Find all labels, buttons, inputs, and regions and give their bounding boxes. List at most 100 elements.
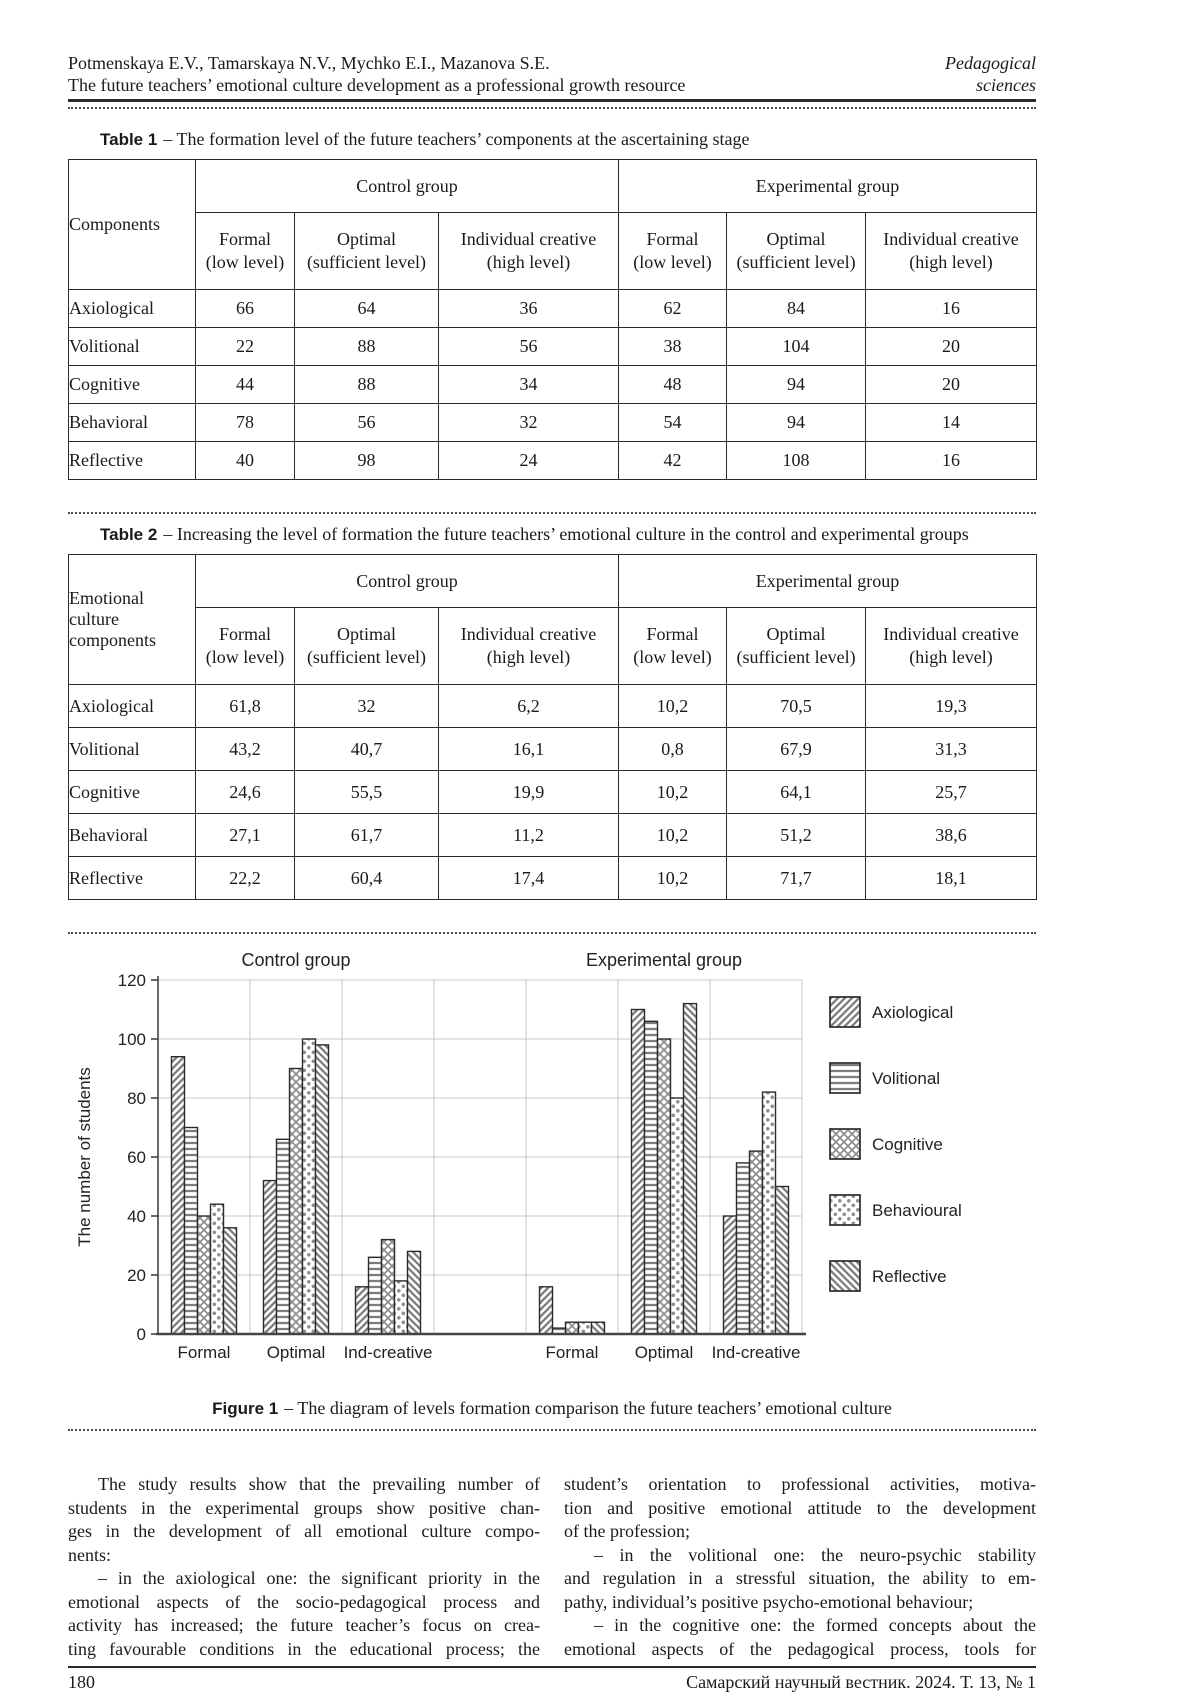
text-line: ting favourable conditions in the educat… — [68, 1638, 540, 1659]
authors-line: Potmenskaya E.V., Tamarskaya N.V., Mychk… — [68, 53, 550, 73]
value-cell: 88 — [294, 365, 439, 404]
value-cell: 0,8 — [618, 727, 728, 771]
value-cell: 104 — [726, 327, 867, 366]
value-cell: 62 — [618, 289, 728, 328]
text-line: pathy, individual’s positive psycho-emot… — [564, 1591, 974, 1612]
paper-title-line: The future teachers’ emotional culture d… — [68, 75, 686, 95]
y-tick-label: 60 — [127, 1148, 146, 1167]
value-cell: 19,9 — [437, 770, 620, 814]
value-cell: 60,4 — [294, 856, 439, 900]
legend-label-reflective: Reflective — [872, 1267, 947, 1286]
text-line: The study results show that the prevaili… — [98, 1474, 540, 1494]
text-line: nents: — [68, 1544, 111, 1565]
text-line: emotional aspects of the pedagogical pro… — [564, 1638, 1036, 1659]
value-cell: 6,2 — [437, 684, 620, 728]
text-line: of the profession; — [564, 1521, 690, 1541]
value-cell: 48 — [618, 365, 728, 404]
bar-cognitive-5 — [748, 1150, 764, 1335]
text-line: activity has increased; the future teach… — [68, 1615, 540, 1635]
table1-col-header: Optimal (sufficient level) — [726, 212, 867, 290]
chart-title-control: Control group — [241, 950, 350, 970]
bar-reflective-1 — [314, 1044, 330, 1335]
table2-col-header: Optimal (sufficient level) — [294, 607, 439, 685]
value-cell: 55,5 — [294, 770, 439, 814]
value-cell: 84 — [726, 289, 867, 328]
section-label: Pedagogical sciences — [945, 52, 1036, 96]
value-cell: 67,9 — [726, 727, 867, 771]
header-left: Potmenskaya E.V., Tamarskaya N.V., Mychk… — [68, 52, 685, 96]
body-column-right: student’s orientation to professional ac… — [564, 1473, 1036, 1661]
text-line: and regulation in a stressful situation,… — [564, 1568, 1036, 1588]
value-cell: 108 — [726, 441, 867, 480]
table2-col-header: Individual creative (high level) — [865, 607, 1038, 685]
bar-volitional-4 — [643, 1020, 659, 1335]
value-cell: 64 — [294, 289, 439, 328]
table-row: Volitional 43,2 40,7 16,1 0,8 67,9 31,3 — [68, 727, 1038, 771]
value-cell: 31,3 — [865, 727, 1038, 771]
value-cell: 10,2 — [618, 856, 728, 900]
text-line: tion and positive emotional attitude to … — [564, 1497, 1036, 1518]
body-column-left: The study results show that the prevaili… — [68, 1473, 540, 1661]
table2-caption-text: – Increasing the level of formation the … — [163, 524, 969, 544]
dotted-separator — [68, 932, 1036, 934]
value-cell: 22,2 — [195, 856, 295, 900]
component-label: Volitional — [68, 327, 196, 366]
value-cell: 32 — [437, 403, 620, 442]
value-cell: 40,7 — [294, 727, 439, 771]
value-cell: 43,2 — [195, 727, 295, 771]
text-line: student’s orientation to professional ac… — [564, 1474, 1036, 1494]
y-tick-label: 80 — [127, 1089, 146, 1108]
bar-reflective-5 — [774, 1185, 790, 1335]
value-cell: 19,3 — [865, 684, 1038, 728]
value-cell: 66 — [195, 289, 295, 328]
bar-behavioural-2 — [393, 1280, 409, 1335]
value-cell: 61,7 — [294, 813, 439, 857]
component-label: Cognitive — [68, 770, 196, 814]
value-cell: 18,1 — [865, 856, 1038, 900]
x-category-label: Ind-creative — [344, 1343, 433, 1362]
table-row: Axiological 66 64 36 62 84 16 — [68, 289, 1038, 328]
text-line: – in the volitional one: the neuro-psych… — [594, 1544, 1036, 1565]
page-number: 180 — [68, 1672, 95, 1692]
value-cell: 38,6 — [865, 813, 1038, 857]
chart-title-experimental: Experimental group — [586, 950, 742, 970]
bar-behavioural-4 — [669, 1097, 685, 1335]
y-tick-label: 20 — [127, 1266, 146, 1285]
table2-col-header: Optimal (sufficient level) — [726, 607, 867, 685]
component-label: Axiological — [68, 289, 196, 328]
page-content: Potmenskaya E.V., Tamarskaya N.V., Mychk… — [68, 0, 1038, 1693]
component-label: Volitional — [68, 727, 196, 771]
x-category-label: Formal — [178, 1343, 231, 1362]
value-cell: 88 — [294, 327, 439, 366]
table2-group-control: Control group — [194, 554, 620, 608]
component-label: Behavioral — [68, 403, 196, 442]
bar-axiological-4 — [630, 1008, 646, 1335]
value-cell: 14 — [865, 403, 1038, 442]
value-cell: 44 — [195, 365, 295, 404]
bar-axiological-2 — [354, 1286, 370, 1335]
y-tick-label: 100 — [118, 1030, 146, 1049]
value-cell: 22 — [195, 327, 295, 366]
bar-behavioural-3 — [577, 1321, 593, 1335]
text-line: students in the experimental groups show… — [68, 1497, 540, 1518]
bar-chart: Control group Experimental group 0 20 40 60 80… — [75, 950, 962, 1362]
table1-col-header: Formal (low level) — [618, 212, 728, 290]
value-cell: 54 — [618, 403, 728, 442]
table-row: Cognitive 44 88 34 48 94 20 — [68, 365, 1038, 404]
x-category-label: Formal — [546, 1343, 599, 1362]
table-row: Cognitive 24,6 55,5 19,9 10,2 64,1 25,7 — [68, 770, 1038, 814]
bar-volitional-1 — [275, 1138, 291, 1335]
table1-corner-header: Components — [68, 159, 196, 290]
legend-label-axiological: Axiological — [872, 1003, 953, 1022]
value-cell: 16,1 — [437, 727, 620, 771]
bar-cognitive-3 — [564, 1321, 580, 1335]
table2-caption-label: Table 2 — [100, 525, 158, 544]
value-cell: 27,1 — [195, 813, 295, 857]
value-cell: 56 — [294, 403, 439, 442]
table1-caption-text: – The formation level of the future teac… — [163, 129, 750, 149]
value-cell: 24,6 — [195, 770, 295, 814]
bar-behavioural-5 — [761, 1091, 777, 1335]
bar-cognitive-2 — [380, 1238, 396, 1335]
value-cell: 94 — [726, 365, 867, 404]
component-label: Axiological — [68, 684, 196, 728]
